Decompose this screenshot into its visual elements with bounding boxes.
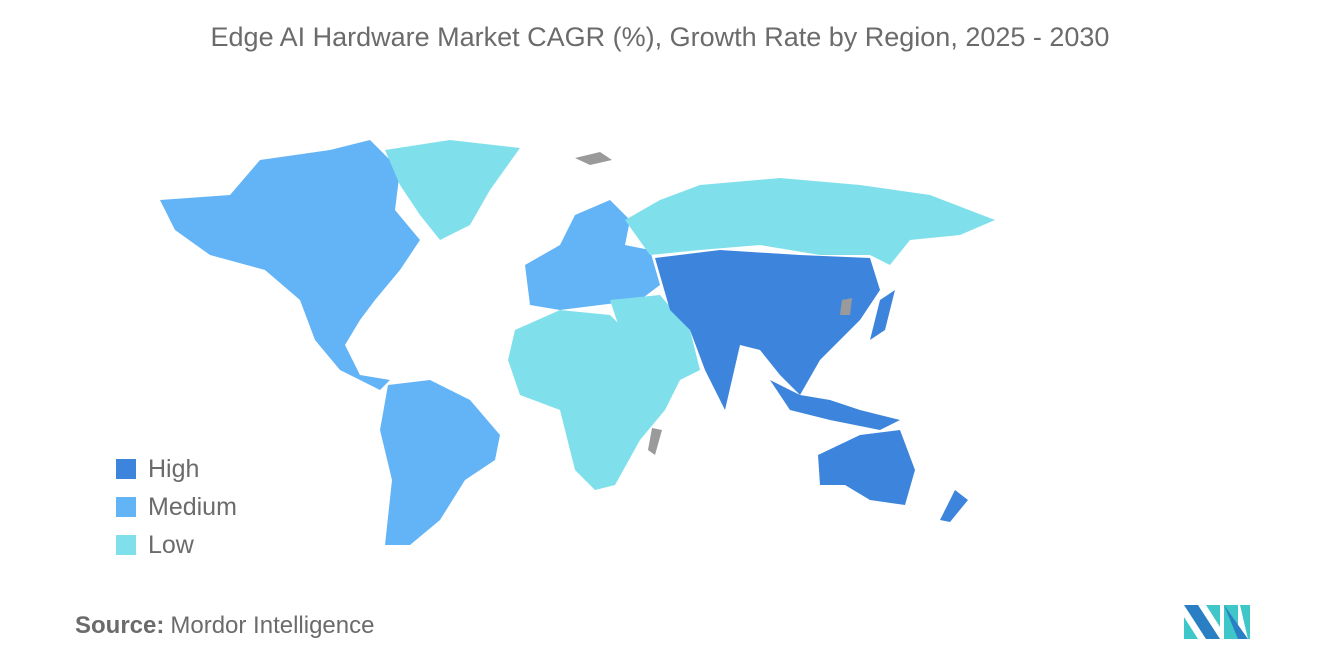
legend-item-high: High — [116, 450, 237, 488]
source-label: Source: — [75, 612, 165, 639]
region-africa — [508, 310, 680, 490]
region-asia — [655, 250, 880, 410]
legend-label: High — [148, 454, 200, 483]
region-new-zealand — [940, 490, 968, 522]
source-note: Source: Mordor Intelligence — [75, 612, 374, 640]
region-russia — [625, 178, 995, 265]
legend-swatch-medium — [116, 497, 136, 517]
source-value: Mordor Intelligence — [170, 612, 375, 639]
region-greenland — [385, 140, 520, 240]
region-se-asia-islands — [770, 380, 900, 430]
region-no-data-madagascar — [648, 428, 662, 455]
mordor-logo — [1184, 605, 1250, 639]
legend: High Medium Low — [116, 450, 237, 564]
legend-swatch-low — [116, 535, 136, 555]
region-europe — [525, 200, 660, 310]
region-north-america — [160, 140, 420, 390]
legend-label: Medium — [148, 492, 237, 521]
legend-swatch-high — [116, 459, 136, 479]
region-no-data-korea — [840, 298, 852, 315]
region-no-data-svalbard — [575, 152, 612, 165]
legend-item-low: Low — [116, 526, 237, 564]
legend-item-medium: Medium — [116, 488, 237, 526]
legend-label: Low — [148, 530, 194, 559]
chart-title: Edge AI Hardware Market CAGR (%), Growth… — [210, 22, 1110, 52]
region-australia — [818, 430, 915, 505]
region-south-america — [380, 380, 500, 545]
region-japan — [870, 290, 895, 340]
